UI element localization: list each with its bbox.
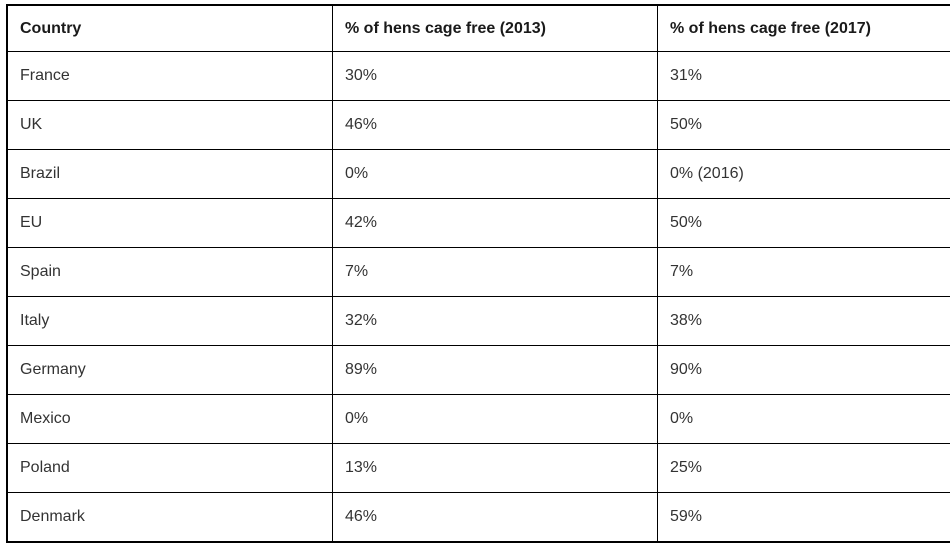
country-cell: UK — [6, 100, 333, 150]
value-2013-cell: 89% — [332, 345, 658, 395]
column-header-2013: % of hens cage free (2013) — [332, 4, 658, 52]
value-2017-cell: 0% — [657, 394, 950, 444]
value-2013-cell: 7% — [332, 247, 658, 297]
country-cell: Mexico — [6, 394, 333, 444]
value-2017-cell: 0% (2016) — [657, 149, 950, 199]
table-row: Spain 7% 7% — [6, 247, 950, 297]
table-row: Italy 32% 38% — [6, 296, 950, 346]
value-2017-cell: 50% — [657, 198, 950, 248]
value-2017-cell: 38% — [657, 296, 950, 346]
value-2013-cell: 0% — [332, 394, 658, 444]
country-cell: Denmark — [6, 492, 333, 543]
country-cell: Poland — [6, 443, 333, 493]
value-2017-cell: 50% — [657, 100, 950, 150]
table-row: UK 46% 50% — [6, 100, 950, 150]
country-cell: EU — [6, 198, 333, 248]
table-body: France 30% 31% UK 46% 50% Brazil 0% 0% (… — [6, 51, 950, 543]
cage-free-hens-table-container: Country % of hens cage free (2013) % of … — [6, 4, 950, 543]
table-row: Brazil 0% 0% (2016) — [6, 149, 950, 199]
value-2013-cell: 42% — [332, 198, 658, 248]
table-row: EU 42% 50% — [6, 198, 950, 248]
country-cell: Germany — [6, 345, 333, 395]
table-row: France 30% 31% — [6, 51, 950, 101]
value-2017-cell: 7% — [657, 247, 950, 297]
value-2017-cell: 59% — [657, 492, 950, 543]
table-row: Poland 13% 25% — [6, 443, 950, 493]
country-cell: Spain — [6, 247, 333, 297]
country-cell: France — [6, 51, 333, 101]
header-row: Country % of hens cage free (2013) % of … — [6, 4, 950, 52]
table-row: Mexico 0% 0% — [6, 394, 950, 444]
value-2013-cell: 46% — [332, 492, 658, 543]
value-2017-cell: 31% — [657, 51, 950, 101]
country-cell: Brazil — [6, 149, 333, 199]
column-header-2017: % of hens cage free (2017) — [657, 4, 950, 52]
value-2017-cell: 25% — [657, 443, 950, 493]
value-2013-cell: 13% — [332, 443, 658, 493]
table-row: Denmark 46% 59% — [6, 492, 950, 543]
cage-free-hens-table: Country % of hens cage free (2013) % of … — [6, 4, 950, 543]
country-cell: Italy — [6, 296, 333, 346]
value-2013-cell: 46% — [332, 100, 658, 150]
column-header-country: Country — [6, 4, 333, 52]
table-row: Germany 89% 90% — [6, 345, 950, 395]
value-2013-cell: 0% — [332, 149, 658, 199]
value-2017-cell: 90% — [657, 345, 950, 395]
value-2013-cell: 30% — [332, 51, 658, 101]
value-2013-cell: 32% — [332, 296, 658, 346]
table-header: Country % of hens cage free (2013) % of … — [6, 4, 950, 52]
